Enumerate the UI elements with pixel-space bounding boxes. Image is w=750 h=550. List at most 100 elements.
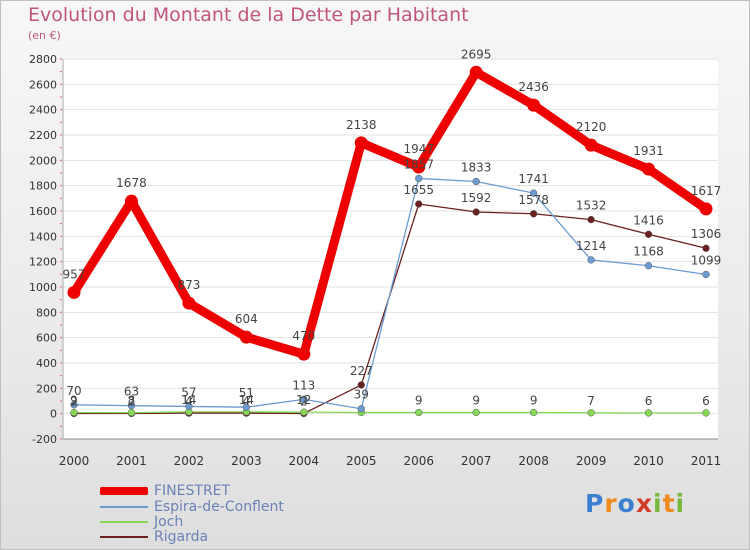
data-point: [702, 270, 710, 279]
data-label: 1214: [576, 239, 607, 253]
y-tick-label: 2200: [29, 129, 57, 142]
data-point: [702, 409, 710, 417]
data-label: 1532: [576, 199, 607, 213]
x-tick-label: 2000: [59, 454, 90, 468]
data-label: 1099: [691, 253, 722, 267]
logo-letter: t: [662, 489, 676, 518]
data-label: 2138: [346, 118, 377, 132]
logo-letter: P: [585, 489, 605, 518]
data-label: 70: [66, 384, 81, 398]
data-label: 2436: [518, 80, 549, 94]
x-tick-label: 2006: [403, 454, 434, 468]
data-point: [644, 409, 653, 417]
data-label: 1741: [518, 172, 549, 186]
x-tick-label: 2011: [691, 454, 722, 468]
data-label: 1416: [633, 213, 664, 227]
data-label: 1168: [633, 245, 664, 259]
y-tick-label: 1000: [29, 281, 57, 294]
legend-item-espira-de-conflent[interactable]: Espira-de-Conflent: [100, 499, 284, 515]
data-point: [242, 403, 251, 411]
data-label: 1578: [518, 193, 549, 207]
data-point: [239, 330, 253, 344]
data-label: 1678: [116, 176, 147, 190]
data-point: [127, 402, 136, 410]
x-tick-label: 2004: [289, 454, 320, 468]
data-point: [644, 262, 653, 270]
y-tick-label: -200: [32, 433, 57, 446]
data-point: [584, 138, 598, 152]
data-point: [300, 395, 308, 404]
proxiti-logo: Proxiti: [585, 489, 685, 518]
data-label: 604: [235, 312, 258, 326]
data-point: [529, 189, 538, 197]
data-point: [357, 381, 365, 389]
data-label: 39: [354, 388, 369, 402]
legend-item-rigarda[interactable]: Rigarda: [100, 529, 208, 545]
series-line-espira-de-conflent: [73, 177, 707, 410]
chart-subtitle: (en €): [28, 29, 61, 42]
y-tick-label: 2400: [29, 104, 57, 117]
data-label: 2: [128, 394, 136, 408]
data-point: [644, 230, 653, 238]
data-label: 2: [70, 394, 78, 408]
y-tick-label: 1600: [29, 205, 57, 218]
legend-swatch-rigarda: [100, 536, 148, 538]
data-point: [297, 347, 311, 361]
data-label: 9: [70, 394, 78, 408]
y-tick-label: 2800: [29, 53, 57, 66]
logo-letter: x: [635, 489, 653, 518]
y-tick-label: 600: [36, 332, 57, 345]
data-label: 6: [702, 394, 710, 408]
data-label: 63: [124, 385, 139, 399]
data-point: [70, 408, 78, 417]
legend-label-joch: Joch: [154, 514, 184, 530]
data-point: [702, 244, 710, 252]
data-point: [415, 174, 423, 183]
data-point: [529, 210, 538, 218]
y-tick-label: 1400: [29, 230, 57, 243]
data-label: 7: [587, 394, 595, 408]
x-tick-label: 2008: [518, 454, 549, 468]
data-point: [415, 408, 423, 417]
data-point: [357, 405, 365, 413]
data-label: 1306: [691, 227, 722, 241]
data-label: 2120: [576, 120, 607, 134]
data-point: [127, 409, 136, 417]
data-label: 2: [300, 394, 308, 408]
y-tick-label: 200: [36, 382, 57, 395]
data-label: 9: [530, 394, 538, 408]
legend-swatch-joch: [100, 521, 148, 523]
data-label: 2695: [461, 47, 492, 61]
data-label: 113: [292, 378, 315, 392]
data-point: [472, 408, 480, 417]
plot-area: [63, 59, 718, 439]
x-tick-label: 2003: [231, 454, 262, 468]
data-point: [642, 162, 656, 176]
data-label: 1947: [403, 142, 434, 156]
series-line-joch: [73, 411, 707, 414]
legend-swatch-espira-de-conflent: [100, 506, 148, 508]
data-label: 1857: [403, 157, 434, 171]
legend-swatch-finestret: [100, 487, 148, 495]
data-point: [412, 160, 426, 174]
x-tick-label: 2002: [174, 454, 205, 468]
data-point: [472, 208, 480, 216]
data-label: 9: [472, 394, 480, 408]
y-tick-label: 2600: [29, 78, 57, 91]
data-label: 6: [645, 394, 653, 408]
legend-item-joch[interactable]: Joch: [100, 514, 183, 530]
x-tick-label: 2009: [576, 454, 607, 468]
data-label: 9: [415, 394, 423, 408]
data-label: 1592: [461, 191, 492, 205]
data-label: 57: [181, 385, 196, 399]
data-point: [300, 408, 308, 416]
y-tick-label: 800: [36, 306, 57, 319]
legend-item-finestret[interactable]: FINESTRET: [100, 483, 230, 499]
data-label: 4: [185, 394, 193, 408]
data-point: [70, 401, 78, 409]
data-label: 1655: [403, 183, 434, 197]
x-tick-label: 2001: [116, 454, 147, 468]
data-point: [529, 408, 538, 417]
data-label: 470: [292, 329, 315, 343]
